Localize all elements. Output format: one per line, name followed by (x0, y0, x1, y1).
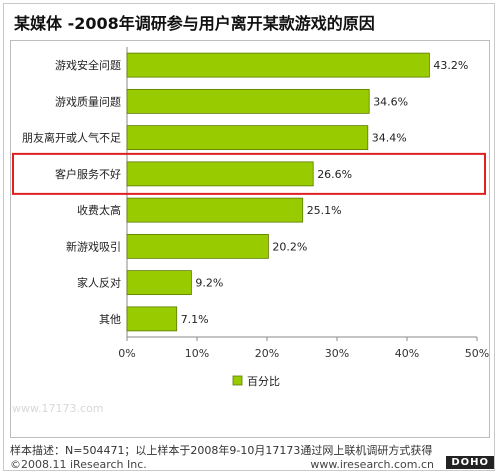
x-tick-label: 30% (325, 347, 349, 360)
data-label: 9.2% (195, 277, 223, 290)
legend-swatch (232, 375, 243, 386)
category-label: 家人反对 (77, 276, 121, 290)
data-label: 25.1% (307, 204, 342, 217)
x-tick-label: 40% (395, 347, 419, 360)
website: www.iresearch.com.cn (310, 458, 434, 471)
category-label: 游戏质量问题 (55, 95, 121, 108)
sample-note: 样本描述：N=504471；以上样本于2008年9-10月17173通过网上联机… (10, 444, 433, 457)
bar (126, 125, 369, 151)
faint-watermark: www.17173.com (12, 402, 104, 415)
x-tick-label: 10% (185, 347, 209, 360)
category-label: 其他 (99, 313, 121, 326)
bar (126, 197, 304, 223)
category-label: 收费太高 (77, 203, 121, 217)
data-label: 34.6% (373, 95, 408, 108)
chart-frame (3, 3, 495, 471)
highlight-box (12, 152, 486, 195)
category-label: 新游戏吸引 (66, 239, 121, 253)
bar (126, 306, 178, 332)
bar (126, 52, 430, 78)
bar (126, 88, 370, 114)
watermark-badge: DOHO (446, 456, 494, 469)
bar (126, 161, 314, 187)
data-label: 26.6% (317, 168, 352, 181)
data-label: 20.2% (272, 240, 307, 253)
data-label: 7.1% (181, 313, 209, 326)
data-label: 34.4% (372, 132, 407, 145)
chart-title: 某媒体 -2008年调研参与用户离开某款游戏的原因 (14, 14, 375, 33)
x-tick-label: 0% (118, 347, 135, 360)
bar (126, 270, 192, 296)
data-label: 43.2% (433, 59, 468, 72)
x-tick-label: 20% (255, 347, 279, 360)
copyright: ©2008.11 iResearch Inc. (10, 458, 147, 471)
x-tick-label: 50% (465, 347, 489, 360)
category-label: 游戏安全问题 (55, 58, 121, 72)
bar (126, 233, 269, 259)
category-label: 朋友离开或人气不足 (22, 131, 121, 145)
legend-label: 百分比 (247, 375, 280, 388)
plot-area: 0% 10% 20% 30% 40% 50% 游戏安全问题 43.2% 游戏质量问题 34.6% 朋… (10, 40, 490, 438)
category-label: 客户服务不好 (55, 167, 121, 181)
bar-chart: 0% 10% 20% 30% 40% 50% 游戏安全问题 43.2% 游戏质量问题 34.6% 朋… (12, 47, 489, 388)
